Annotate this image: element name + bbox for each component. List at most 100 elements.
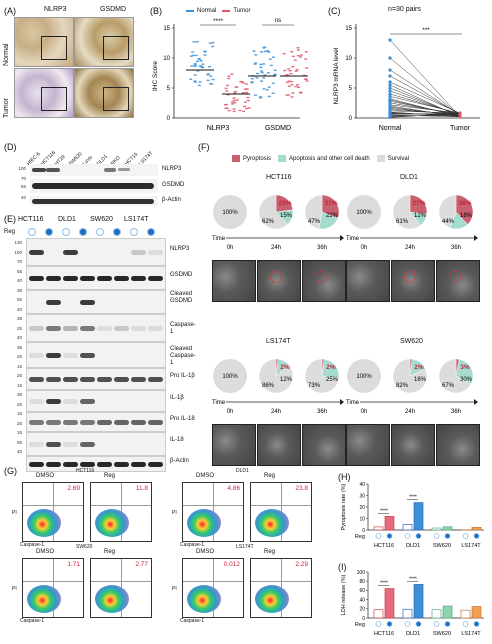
f-pie-24h-slice: [409, 194, 428, 215]
f-micrograph: [436, 260, 480, 302]
b-data-point: [288, 70, 292, 72]
f-pct-0h: 100%: [356, 374, 372, 380]
g-xlabel: Caspase-1: [180, 542, 205, 548]
b-data-point: [304, 78, 308, 80]
f-pie-24h-apo-pct: 15%: [280, 213, 293, 219]
e-band: [29, 376, 44, 382]
e-band: [29, 275, 44, 281]
b-data-point: [193, 74, 197, 76]
e-marker: 35: [16, 392, 22, 397]
e-band: [80, 325, 95, 331]
e-band: [29, 441, 44, 447]
b-data-point: [305, 80, 309, 82]
e-band: [46, 376, 61, 382]
reg-untreated-dot: [130, 228, 138, 236]
b-data-point: [191, 51, 195, 53]
e-marker: 35: [16, 316, 22, 321]
e-band: [114, 325, 129, 331]
b-data-point: [242, 110, 246, 113]
e-band: [114, 376, 129, 382]
b-data-point: [296, 84, 300, 86]
e-band: [131, 275, 146, 281]
reg-untreated-dot: [375, 621, 382, 627]
b-data-point: [304, 51, 308, 53]
i-ytick-label: 80: [359, 579, 365, 585]
e-band: [131, 419, 146, 425]
f-time-tick: 36h: [451, 245, 461, 251]
f-pie-0h: [213, 359, 247, 393]
f-pie-36h-surv-pct: 67%: [442, 383, 455, 389]
e-blot-row: [26, 266, 166, 290]
panel-b-legend: Normal Tumor: [186, 8, 250, 14]
b-data-point: [265, 89, 269, 91]
g-density-cloud: [187, 509, 221, 537]
b-data-point: [208, 65, 212, 68]
b-data-point: [239, 80, 243, 83]
g-density-cloud: [255, 585, 289, 613]
b-data-point: [285, 74, 289, 76]
c-pair-line: [389, 39, 461, 117]
g-flow-plot: 1.71: [22, 558, 84, 618]
i-reg-label: Reg: [355, 622, 365, 628]
g-condition: DMSO: [36, 549, 54, 555]
b-data-point: [232, 99, 236, 102]
b-data-point: [247, 107, 251, 109]
e-blot-row: [26, 368, 166, 390]
i-sig-label: ****: [380, 581, 388, 587]
b-ytick-label: 0: [167, 116, 171, 122]
e-band: [148, 419, 163, 425]
reg-treated-dot: [415, 621, 422, 627]
c-normal-point: [388, 92, 392, 96]
b-data-point: [227, 77, 231, 80]
g-q2-value: 11.8: [135, 485, 148, 492]
f-group: DLD1 100% 27% 12% 61% 38% 18% 44% Time 0h 24h 36h: [346, 168, 480, 324]
f-time-arrow: [474, 235, 478, 241]
b-data-point: [203, 51, 207, 53]
e-marker: 55: [16, 268, 22, 274]
e-band: [63, 398, 78, 404]
g-xlabel: Caspase-1: [180, 618, 205, 624]
e-band: [46, 398, 61, 404]
b-ytick-label: 15: [163, 26, 170, 32]
legend-apoptosis-swatch: [278, 155, 287, 162]
e-band: [46, 299, 61, 305]
b-data-point: [267, 51, 271, 53]
b-data-point: [225, 107, 229, 109]
e-band: [63, 376, 78, 382]
e-band: [148, 325, 163, 331]
f-pie-36h-slice: [438, 358, 472, 394]
g-quad-line-h: [91, 581, 151, 582]
b-data-point: [259, 63, 263, 66]
e-band: [131, 376, 146, 382]
h-ytick-label: 10: [359, 516, 365, 522]
b-data-point: [262, 77, 266, 79]
b-data-point: [198, 81, 202, 83]
e-band: [63, 461, 78, 467]
f-pie-0h: [213, 195, 247, 229]
b-data-point: [243, 101, 247, 103]
d-label-nlrp3: NLRP3: [162, 166, 182, 172]
h-ytick-label: 20: [359, 505, 365, 511]
reg-treated-dot: [386, 533, 393, 539]
b-data-point: [227, 75, 231, 77]
legend-apoptosis: Apoptosis and other cell death: [289, 155, 370, 162]
f-pie-24h-pyro-pct: 23%: [278, 200, 291, 207]
c-ytick-label: 15: [345, 26, 352, 32]
panel-i-chart: LDH release (%) 0 20 40 60 80 100 HCT116 DLD1 SW6…: [341, 570, 484, 637]
h-category: SW620: [433, 543, 451, 549]
c-normal-point: [388, 68, 392, 72]
b-data-point: [269, 64, 273, 67]
e-band: [97, 419, 112, 425]
panel-f-letter: (F): [198, 142, 210, 152]
c-cat-normal: Normal: [379, 125, 402, 132]
b-data-point: [299, 54, 303, 56]
h-ytick-label: 0: [362, 528, 365, 534]
f-pie-36h-slice: [455, 194, 474, 225]
b-data-point: [259, 97, 263, 99]
e-band: [97, 376, 112, 382]
b-data-point: [282, 53, 286, 55]
d-marker: 70: [20, 176, 26, 181]
g-density-cloud: [255, 509, 289, 537]
b-data-point: [245, 88, 249, 90]
b-data-point: [266, 50, 270, 52]
